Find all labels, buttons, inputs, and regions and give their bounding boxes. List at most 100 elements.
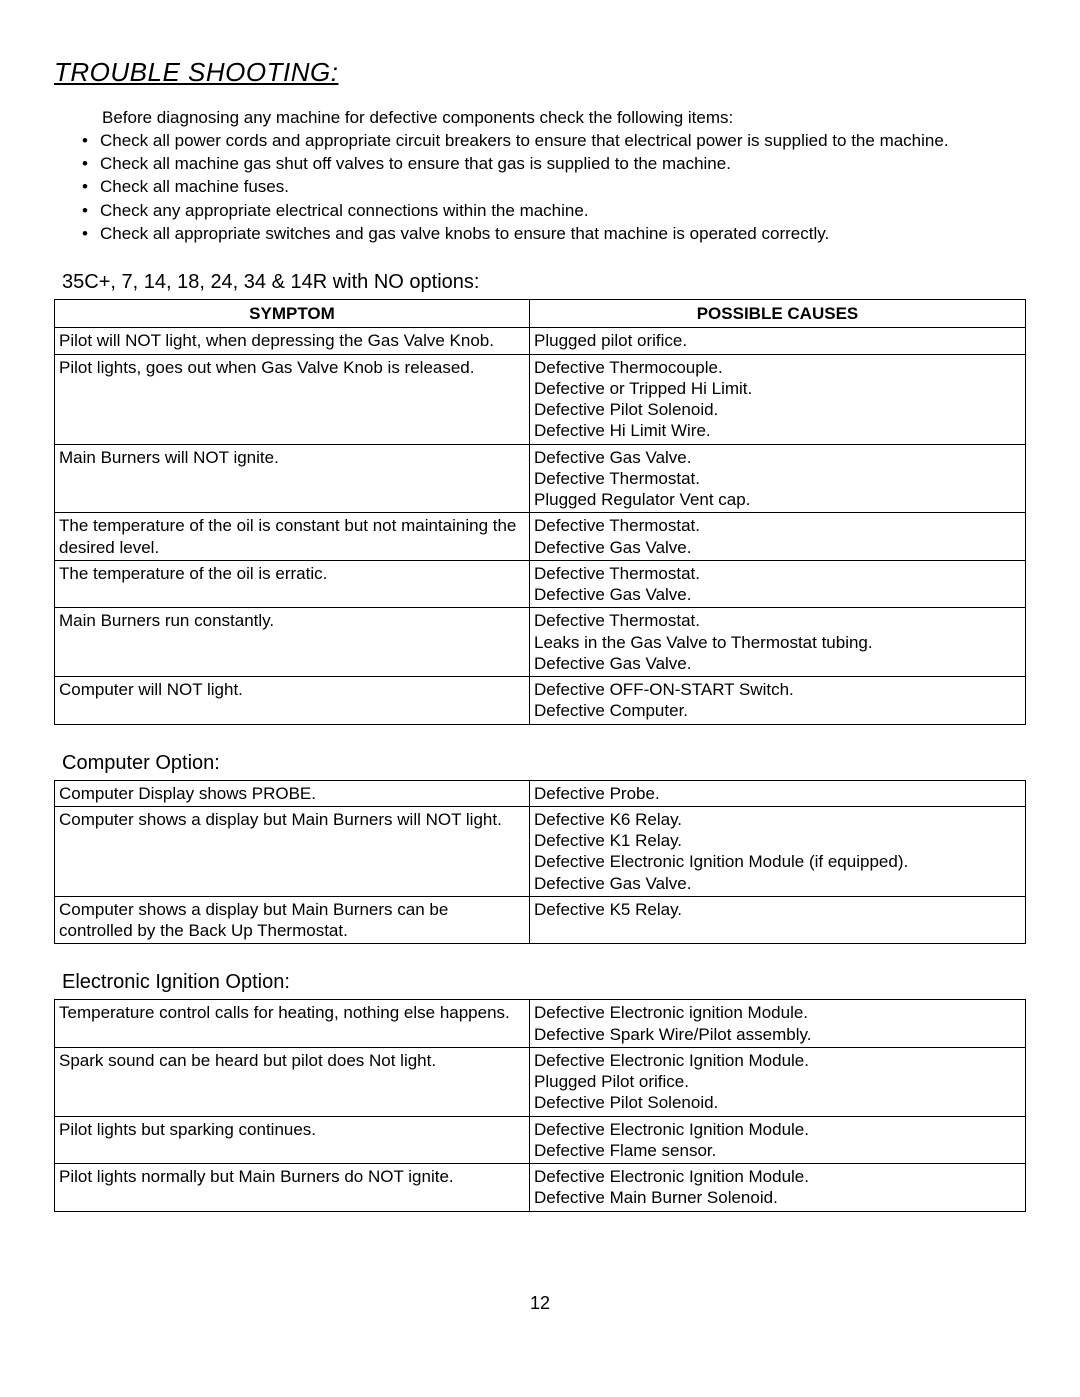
causes-cell: Defective Gas Valve.Defective Thermostat…	[530, 444, 1026, 513]
table-row: Temperature control calls for heating, n…	[55, 1000, 1026, 1048]
table-row: Spark sound can be heard but pilot does …	[55, 1047, 1026, 1116]
symptom-cell: Computer shows a display but Main Burner…	[55, 806, 530, 896]
cause-line: Defective Pilot Solenoid.	[534, 399, 1021, 420]
cause-line: Defective Main Burner Solenoid.	[534, 1187, 1021, 1208]
table-row: Computer shows a display but Main Burner…	[55, 896, 1026, 944]
sections-host: 35C+, 7, 14, 18, 24, 34 & 14R with NO op…	[54, 270, 1026, 1212]
intro-block: Before diagnosing any machine for defect…	[54, 107, 1026, 245]
checks-list: Check all power cords and appropriate ci…	[54, 130, 1026, 244]
causes-cell: Defective Probe.	[530, 780, 1026, 806]
table-row: Computer shows a display but Main Burner…	[55, 806, 1026, 896]
symptom-cell: Temperature control calls for heating, n…	[55, 1000, 530, 1048]
cause-line: Defective Thermocouple.	[534, 357, 1021, 378]
causes-cell: Defective OFF-ON-START Switch.Defective …	[530, 677, 1026, 725]
cause-line: Defective K5 Relay.	[534, 899, 1021, 920]
cause-line: Plugged pilot orifice.	[534, 330, 1021, 351]
troubleshoot-table: Computer Display shows PROBE. Defective P…	[54, 780, 1026, 945]
cause-line: Plugged Pilot orifice.	[534, 1071, 1021, 1092]
check-item: Check all machine gas shut off valves to…	[82, 153, 1026, 174]
check-item: Check all power cords and appropriate ci…	[82, 130, 1026, 151]
table-row: Pilot lights, goes out when Gas Valve Kn…	[55, 354, 1026, 444]
causes-cell: Defective Electronic Ignition Module.Def…	[530, 1164, 1026, 1212]
symptom-line: Computer shows a display but Main Burner…	[59, 809, 525, 830]
symptom-cell: Pilot lights, goes out when Gas Valve Kn…	[55, 354, 530, 444]
table-row: Pilot will NOT light, when depressing th…	[55, 328, 1026, 354]
cause-line: Defective Electronic Ignition Module.	[534, 1050, 1021, 1071]
cause-line: Defective K6 Relay.	[534, 809, 1021, 830]
symptom-cell: Pilot lights but sparking continues.	[55, 1116, 530, 1164]
cause-line: Defective Spark Wire/Pilot assembly.	[534, 1024, 1021, 1045]
cause-line: Defective or Tripped Hi Limit.	[534, 378, 1021, 399]
cause-line: Defective Computer.	[534, 700, 1021, 721]
page-title: TROUBLE SHOOTING:	[54, 56, 1026, 89]
section-heading: Computer Option:	[62, 751, 1026, 776]
symptom-line: Main Burners run constantly.	[59, 610, 525, 631]
intro-text: Before diagnosing any machine for defect…	[54, 107, 1026, 128]
symptom-line: Computer will NOT light.	[59, 679, 525, 700]
troubleshoot-table: SYMPTOMPOSSIBLE CAUSESPilot will NOT lig…	[54, 299, 1026, 725]
symptom-line: Pilot lights, goes out when Gas Valve Kn…	[59, 357, 525, 378]
symptom-line: Spark sound can be heard but pilot does …	[59, 1050, 525, 1071]
cause-line: Defective Electronic Ignition Module (if…	[534, 851, 1021, 872]
symptom-line: Computer shows a display but Main Burner…	[59, 899, 525, 942]
symptom-line: Temperature control calls for heating, n…	[59, 1002, 525, 1023]
cause-line: Plugged Regulator Vent cap.	[534, 489, 1021, 510]
symptom-cell: Main Burners run constantly.	[55, 608, 530, 677]
table-row: Computer will NOT light.Defective OFF-ON…	[55, 677, 1026, 725]
section-heading: 35C+, 7, 14, 18, 24, 34 & 14R with NO op…	[62, 270, 1026, 295]
cause-line: Defective Gas Valve.	[534, 537, 1021, 558]
troubleshoot-table: Temperature control calls for heating, n…	[54, 999, 1026, 1211]
symptom-line: Computer Display shows PROBE.	[59, 783, 525, 804]
col-header-causes: POSSIBLE CAUSES	[530, 300, 1026, 328]
symptom-line: The temperature of the oil is constant b…	[59, 515, 525, 558]
symptom-cell: Pilot lights normally but Main Burners d…	[55, 1164, 530, 1212]
cause-line: Defective Gas Valve.	[534, 584, 1021, 605]
cause-line: Defective Electronic ignition Module.	[534, 1002, 1021, 1023]
table-row: Computer Display shows PROBE. Defective P…	[55, 780, 1026, 806]
causes-cell: Defective K5 Relay.	[530, 896, 1026, 944]
check-item: Check all machine fuses.	[82, 176, 1026, 197]
check-item: Check any appropriate electrical connect…	[82, 200, 1026, 221]
cause-line: Defective Gas Valve.	[534, 653, 1021, 674]
causes-cell: Defective Electronic Ignition Module.Def…	[530, 1116, 1026, 1164]
symptom-line: Pilot will NOT light, when depressing th…	[59, 330, 525, 351]
cause-line: Defective Thermostat.	[534, 610, 1021, 631]
cause-line: Defective Gas Valve.	[534, 873, 1021, 894]
check-item: Check all appropriate switches and gas v…	[82, 223, 1026, 244]
symptom-line: The temperature of the oil is erratic.	[59, 563, 525, 584]
causes-cell: Defective Thermocouple.Defective or Trip…	[530, 354, 1026, 444]
causes-cell: Plugged pilot orifice.	[530, 328, 1026, 354]
table-row: Pilot lights but sparking continues.Defe…	[55, 1116, 1026, 1164]
table-header-row: SYMPTOMPOSSIBLE CAUSES	[55, 300, 1026, 328]
causes-cell: Defective Thermostat.Leaks in the Gas Va…	[530, 608, 1026, 677]
cause-line: Defective Gas Valve.	[534, 447, 1021, 468]
table-row: Pilot lights normally but Main Burners d…	[55, 1164, 1026, 1212]
symptom-line: Pilot lights normally but Main Burners d…	[59, 1166, 525, 1187]
symptom-cell: Pilot will NOT light, when depressing th…	[55, 328, 530, 354]
symptom-cell: Computer shows a display but Main Burner…	[55, 896, 530, 944]
causes-cell: Defective Electronic Ignition Module.Plu…	[530, 1047, 1026, 1116]
cause-line: Defective Thermostat.	[534, 563, 1021, 584]
symptom-line: Main Burners will NOT ignite.	[59, 447, 525, 468]
causes-cell: Defective Thermostat.Defective Gas Valve…	[530, 560, 1026, 608]
symptom-cell: Computer will NOT light.	[55, 677, 530, 725]
section-heading: Electronic Ignition Option:	[62, 970, 1026, 995]
cause-line: Defective Electronic Ignition Module.	[534, 1119, 1021, 1140]
causes-cell: Defective Electronic ignition Module.Def…	[530, 1000, 1026, 1048]
page-number: 12	[54, 1292, 1026, 1315]
symptom-cell: Main Burners will NOT ignite.	[55, 444, 530, 513]
cause-line: Defective Hi Limit Wire.	[534, 420, 1021, 441]
cause-line: Defective Probe.	[534, 783, 1021, 804]
cause-line: Defective Electronic Ignition Module.	[534, 1166, 1021, 1187]
cause-line: Defective Flame sensor.	[534, 1140, 1021, 1161]
cause-line: Defective K1 Relay.	[534, 830, 1021, 851]
symptom-cell: Computer Display shows PROBE.	[55, 780, 530, 806]
cause-line: Defective Thermostat.	[534, 515, 1021, 536]
cause-line: Leaks in the Gas Valve to Thermostat tub…	[534, 632, 1021, 653]
cause-line: Defective Thermostat.	[534, 468, 1021, 489]
symptom-line: Pilot lights but sparking continues.	[59, 1119, 525, 1140]
table-row: The temperature of the oil is constant b…	[55, 513, 1026, 561]
symptom-cell: The temperature of the oil is erratic.	[55, 560, 530, 608]
causes-cell: Defective K6 Relay.Defective K1 Relay.De…	[530, 806, 1026, 896]
col-header-symptom: SYMPTOM	[55, 300, 530, 328]
